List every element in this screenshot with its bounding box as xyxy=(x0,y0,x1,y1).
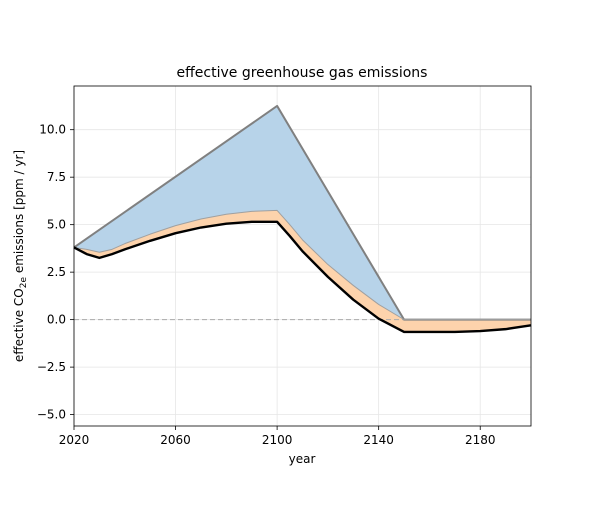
x-axis-label: year xyxy=(289,452,316,466)
y-tick-label: 0.0 xyxy=(47,313,66,327)
axes-frame xyxy=(73,85,532,427)
series-line-result xyxy=(73,220,532,334)
y-tick-label: −5.0 xyxy=(37,408,66,422)
x-axis-ticks: 2020 2060 2100 2140 2180 xyxy=(59,426,496,447)
plot-area xyxy=(73,85,532,427)
x-tick-label: 2180 xyxy=(465,433,496,447)
series-line-middle xyxy=(73,209,531,321)
y-axis-label: effective CO2e emissions [ppm / yr] xyxy=(12,150,29,362)
chart-title: effective greenhouse gas emissions xyxy=(177,65,428,81)
y-axis-label-prefix: effective CO xyxy=(12,288,26,362)
x-tick-label: 2140 xyxy=(363,433,394,447)
y-tick-label: −2.5 xyxy=(37,360,66,374)
fill-band-1 xyxy=(74,105,531,320)
y-tick-label: 10.0 xyxy=(39,123,66,137)
x-tick-label: 2060 xyxy=(160,433,191,447)
y-tick-label: 2.5 xyxy=(47,265,66,279)
y-tick-label: 7.5 xyxy=(47,170,66,184)
y-tick-label: 5.0 xyxy=(47,218,66,232)
y-axis-label-subscript: 2e xyxy=(19,277,29,289)
y-axis-ticks: −5.0 −2.5 0.0 2.5 5.0 7.5 10.0 xyxy=(37,123,74,422)
x-tick-label: 2020 xyxy=(59,433,90,447)
axes-background xyxy=(74,86,531,426)
y-axis-label-suffix: emissions [ppm / yr] xyxy=(12,150,26,277)
x-tick-label: 2100 xyxy=(262,433,293,447)
